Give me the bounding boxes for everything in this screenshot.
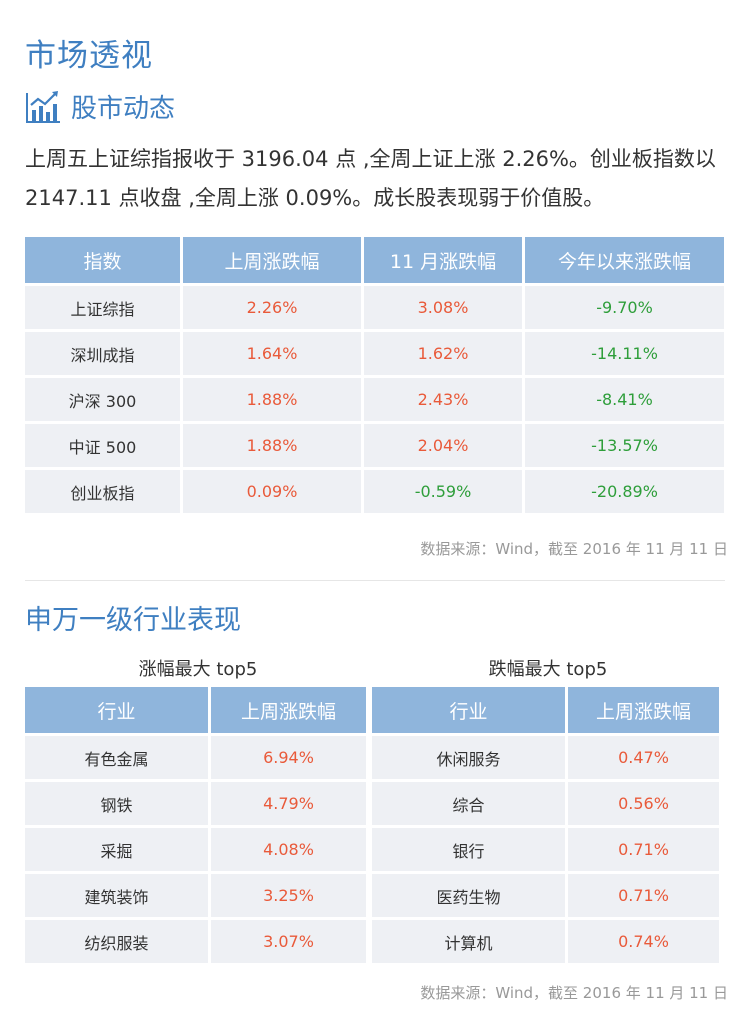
weekly-change: 2.26% bbox=[183, 286, 361, 329]
gainers-table: 行业 上周涨跌幅 有色金属 6.94% 钢铁 4.79% 采掘 4.08% 建筑… bbox=[22, 684, 369, 966]
table-row: 休闲服务 0.47% bbox=[372, 736, 719, 779]
table-row: 有色金属 6.94% bbox=[25, 736, 366, 779]
weekly-change: 1.88% bbox=[183, 424, 361, 467]
weekly-change: 3.07% bbox=[211, 920, 366, 963]
table-row: 采掘 4.08% bbox=[25, 828, 366, 871]
weekly-change: 0.09% bbox=[183, 470, 361, 513]
monthly-change: 1.62% bbox=[364, 332, 522, 375]
monthly-change: 3.08% bbox=[364, 286, 522, 329]
losers-table-header: 行业 上周涨跌幅 bbox=[372, 687, 719, 733]
index-name: 中证 500 bbox=[25, 424, 180, 467]
header-cell: 上周涨跌幅 bbox=[183, 237, 361, 283]
table-row: 深圳成指 1.64% 1.62% -14.11% bbox=[25, 332, 724, 375]
industry-name: 钢铁 bbox=[25, 782, 208, 825]
header-cell: 指数 bbox=[25, 237, 180, 283]
data-source-note: 数据来源：Wind，截至 2016 年 11 月 11 日 bbox=[420, 984, 728, 1002]
weekly-change: 1.88% bbox=[183, 378, 361, 421]
gainers-table-header: 行业 上周涨跌幅 bbox=[25, 687, 366, 733]
weekly-change: 4.08% bbox=[211, 828, 366, 871]
index-name: 上证综指 bbox=[25, 286, 180, 329]
ytd-change: -14.11% bbox=[525, 332, 724, 375]
ytd-change: -20.89% bbox=[525, 470, 724, 513]
table-row: 中证 500 1.88% 2.04% -13.57% bbox=[25, 424, 724, 467]
weekly-change: 0.56% bbox=[568, 782, 719, 825]
monthly-change: -0.59% bbox=[364, 470, 522, 513]
weekly-change: 0.71% bbox=[568, 828, 719, 871]
page-title: 市场透视 bbox=[25, 38, 153, 74]
ytd-change: -9.70% bbox=[525, 286, 724, 329]
section-title: 申万一级行业表现 bbox=[25, 605, 241, 636]
industry-name: 采掘 bbox=[25, 828, 208, 871]
index-name: 创业板指 bbox=[25, 470, 180, 513]
header-cell: 行业 bbox=[372, 687, 565, 733]
industry-name: 建筑装饰 bbox=[25, 874, 208, 917]
bar-chart-trend-icon bbox=[26, 90, 60, 123]
header-cell: 今年以来涨跌幅 bbox=[525, 237, 724, 283]
index-name: 深圳成指 bbox=[25, 332, 180, 375]
gainers-caption: 涨幅最大 top5 bbox=[138, 659, 258, 680]
subhead: 股市动态 bbox=[25, 88, 175, 125]
ytd-change: -8.41% bbox=[525, 378, 724, 421]
weekly-change: 4.79% bbox=[211, 782, 366, 825]
table-row: 建筑装饰 3.25% bbox=[25, 874, 366, 917]
table-row: 创业板指 0.09% -0.59% -20.89% bbox=[25, 470, 724, 513]
market-summary: 上周五上证综指报收于 3196.04 点 ,全周上证上涨 2.26%。创业板指数… bbox=[25, 147, 716, 210]
index-table-header: 指数 上周涨跌幅 11 月涨跌幅 今年以来涨跌幅 bbox=[25, 237, 724, 283]
index-name: 沪深 300 bbox=[25, 378, 180, 421]
table-row: 银行 0.71% bbox=[372, 828, 719, 871]
section-divider bbox=[25, 580, 725, 581]
table-row: 沪深 300 1.88% 2.43% -8.41% bbox=[25, 378, 724, 421]
subhead-title: 股市动态 bbox=[71, 94, 176, 124]
weekly-change: 0.47% bbox=[568, 736, 719, 779]
header-cell: 上周涨跌幅 bbox=[211, 687, 366, 733]
losers-table: 行业 上周涨跌幅 休闲服务 0.47% 综合 0.56% 银行 0.71% 医药… bbox=[369, 684, 722, 966]
index-table: 指数 上周涨跌幅 11 月涨跌幅 今年以来涨跌幅 上证综指 2.26% 3.08… bbox=[22, 234, 727, 516]
losers-caption: 跌幅最大 top5 bbox=[488, 659, 608, 680]
data-source-note: 数据来源：Wind，截至 2016 年 11 月 11 日 bbox=[420, 540, 728, 558]
table-row: 医药生物 0.71% bbox=[372, 874, 719, 917]
industry-name: 医药生物 bbox=[372, 874, 565, 917]
header-cell: 上周涨跌幅 bbox=[568, 687, 719, 733]
header-cell: 11 月涨跌幅 bbox=[364, 237, 522, 283]
table-row: 纺织服装 3.07% bbox=[25, 920, 366, 963]
weekly-change: 1.64% bbox=[183, 332, 361, 375]
industry-name: 休闲服务 bbox=[372, 736, 565, 779]
table-row: 上证综指 2.26% 3.08% -9.70% bbox=[25, 286, 724, 329]
industry-name: 计算机 bbox=[372, 920, 565, 963]
industry-name: 综合 bbox=[372, 782, 565, 825]
header-cell: 行业 bbox=[25, 687, 208, 733]
industry-name: 银行 bbox=[372, 828, 565, 871]
weekly-change: 0.71% bbox=[568, 874, 719, 917]
table-row: 计算机 0.74% bbox=[372, 920, 719, 963]
monthly-change: 2.43% bbox=[364, 378, 522, 421]
weekly-change: 0.74% bbox=[568, 920, 719, 963]
ytd-change: -13.57% bbox=[525, 424, 724, 467]
industry-name: 有色金属 bbox=[25, 736, 208, 779]
weekly-change: 3.25% bbox=[211, 874, 366, 917]
table-row: 综合 0.56% bbox=[372, 782, 719, 825]
industry-name: 纺织服装 bbox=[25, 920, 208, 963]
weekly-change: 6.94% bbox=[211, 736, 366, 779]
monthly-change: 2.04% bbox=[364, 424, 522, 467]
table-row: 钢铁 4.79% bbox=[25, 782, 366, 825]
